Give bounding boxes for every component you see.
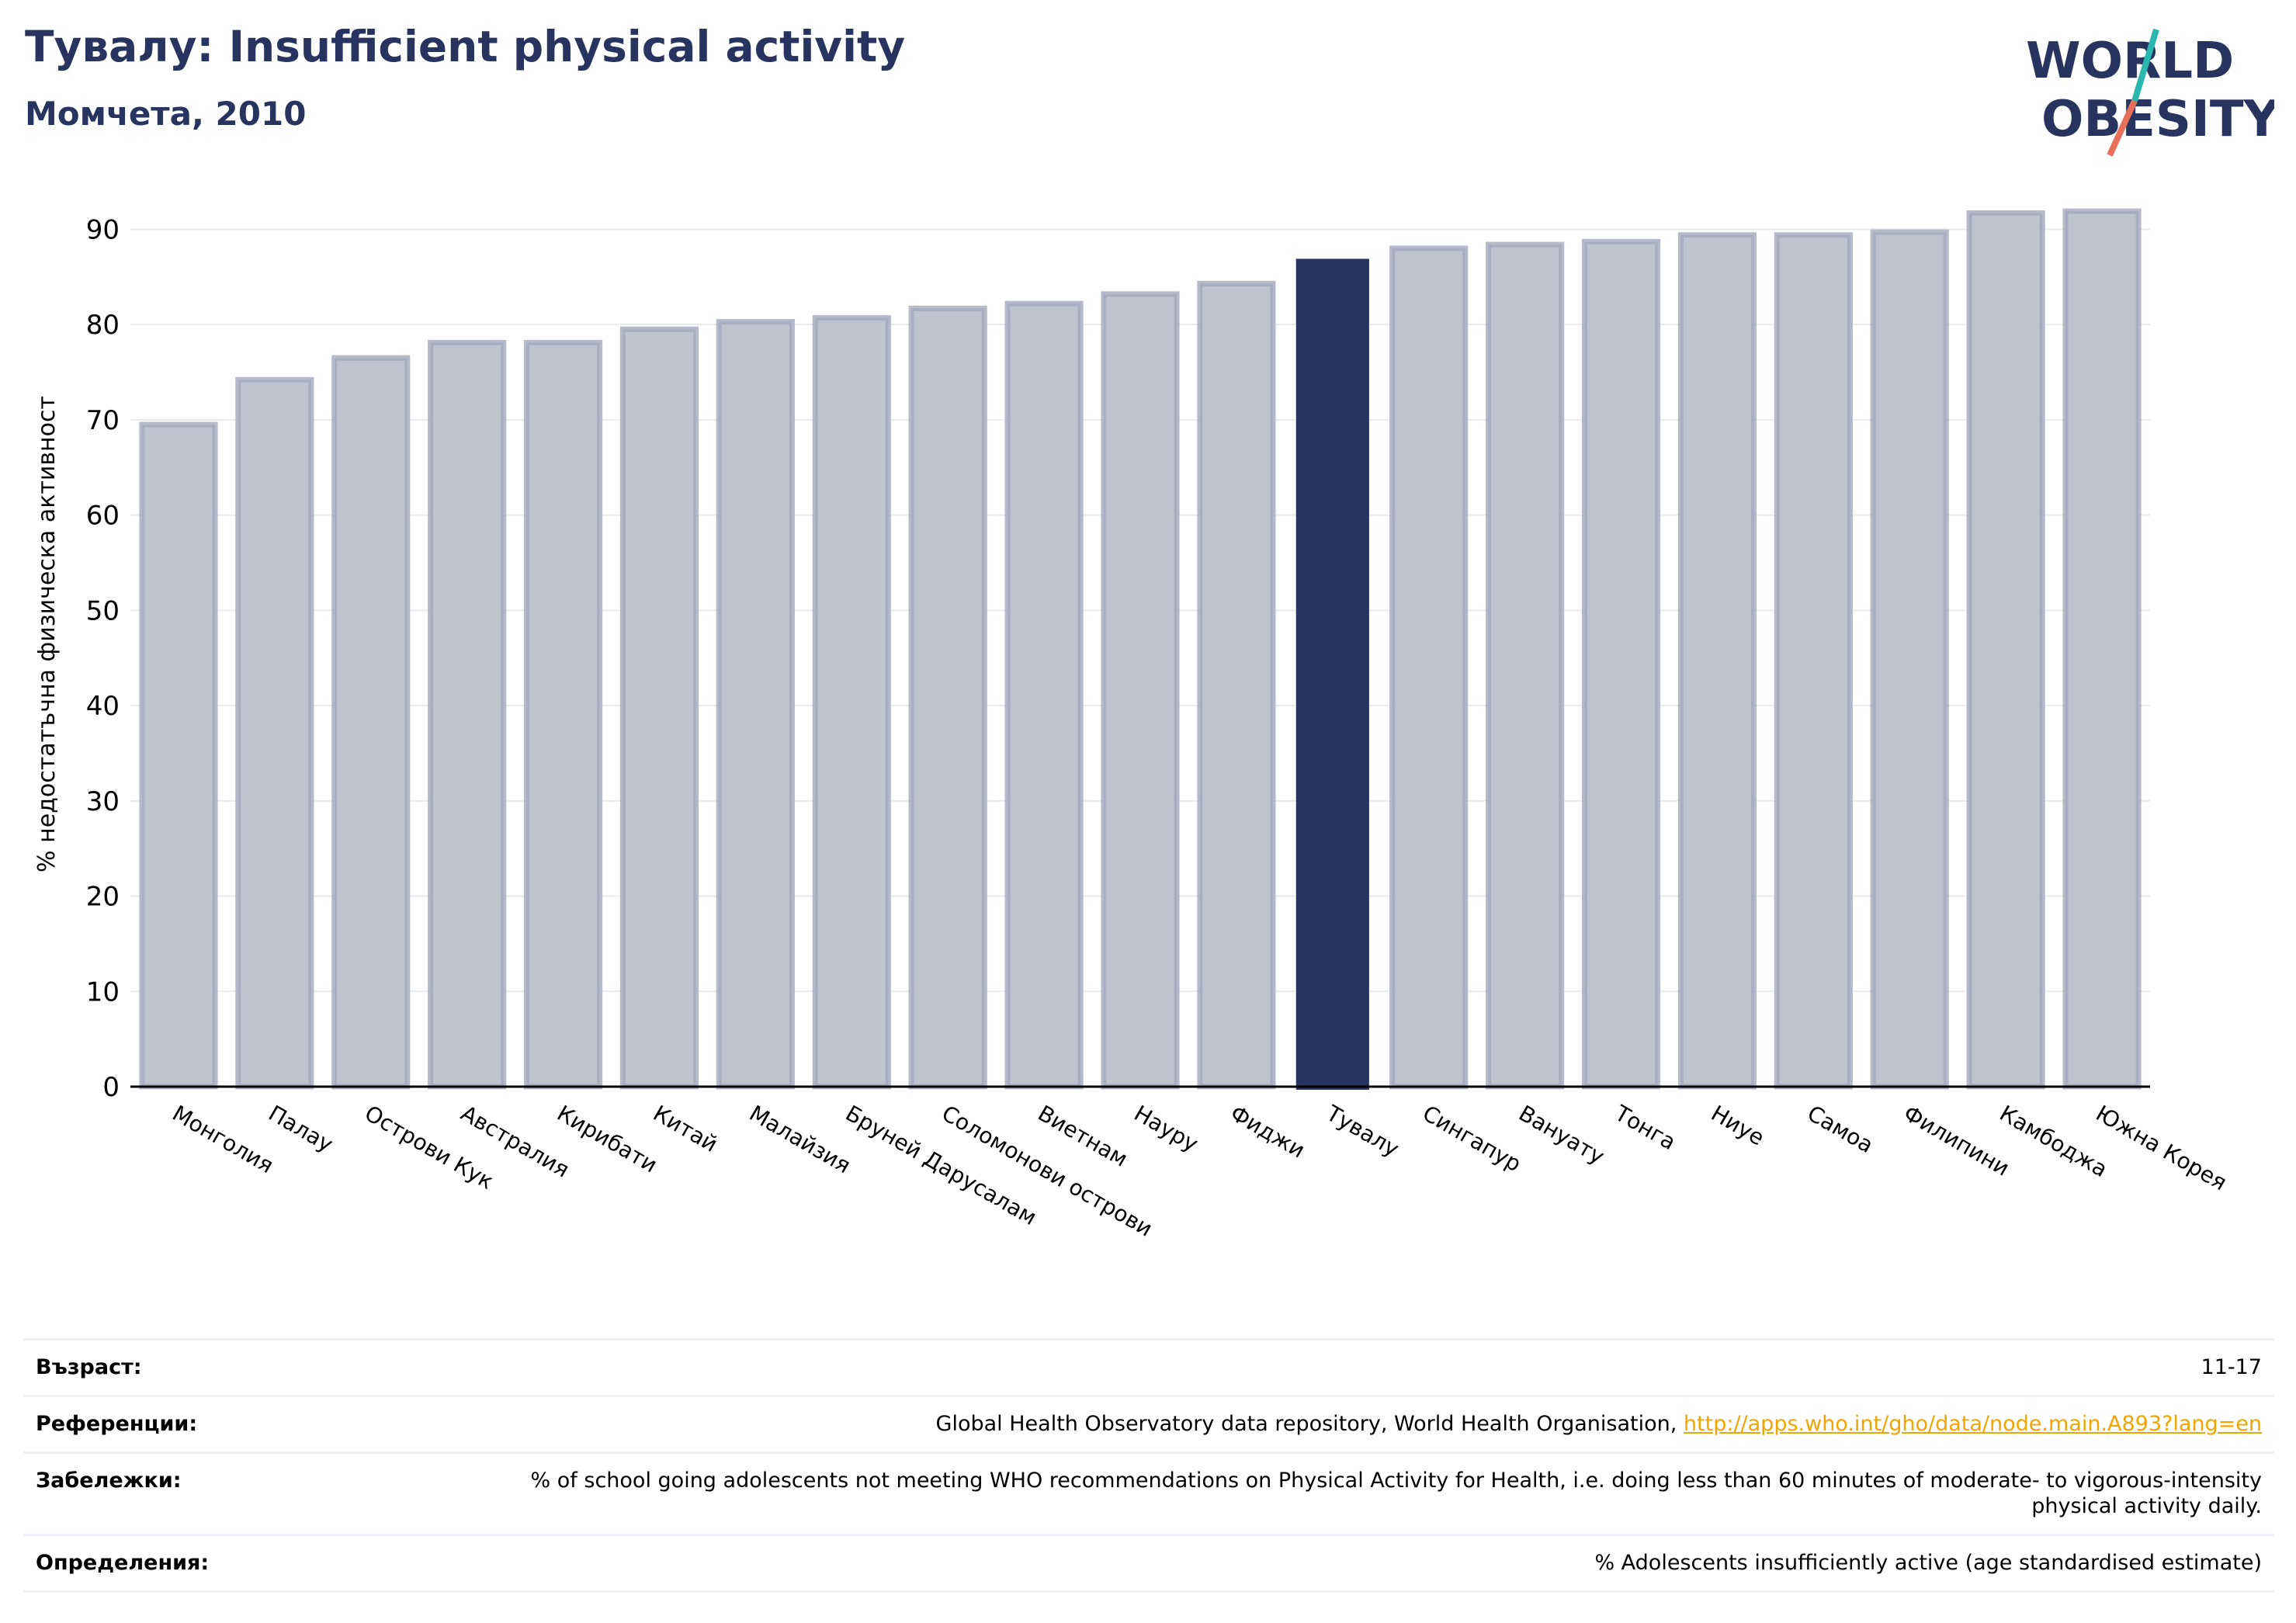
y-tick-label: 80 <box>86 310 120 341</box>
x-tick-label: Палау <box>264 1100 337 1157</box>
info-row-references: Референции: Global Health Observatory da… <box>23 1394 2274 1454</box>
bar <box>1004 300 1084 1090</box>
logo-slash-teal <box>2131 28 2159 102</box>
x-tick-label: Самоа <box>1803 1100 1878 1158</box>
info-value-references: Global Health Observatory data repositor… <box>514 1394 2274 1454</box>
bar <box>139 421 218 1090</box>
y-tick-label: 90 <box>86 214 120 245</box>
y-tick-label: 60 <box>86 501 120 532</box>
info-value-definitions: % Adolescents insufficiently active (age… <box>514 1534 2274 1593</box>
bar <box>428 339 507 1090</box>
x-tick-label: Камбоджа <box>1996 1100 2112 1182</box>
x-tick-label: Тонга <box>1610 1100 1680 1155</box>
x-tick-label: Вануату <box>1514 1100 1609 1169</box>
references-text: Global Health Observatory data repositor… <box>935 1411 1684 1436</box>
x-tick-label: Ниуе <box>1707 1100 1769 1150</box>
bar <box>2062 208 2142 1090</box>
info-label-definitions: Определения: <box>23 1534 514 1593</box>
y-axis-label: % недостатъчна физическа активност <box>33 396 61 872</box>
bar <box>1774 232 1853 1090</box>
bar <box>1870 229 1949 1090</box>
x-tick-label: Южна Корея <box>2092 1100 2232 1195</box>
info-value-notes: % of school going adolescents not meetin… <box>514 1451 2274 1536</box>
logo-slash-coral <box>2107 99 2138 157</box>
logo-word-world: WORLD <box>2026 33 2234 90</box>
bar <box>812 315 891 1090</box>
world-obesity-logo: WORLD OBESITY <box>2026 28 2274 157</box>
x-tick-label: Сингапур <box>1418 1100 1525 1177</box>
x-tick-label: Тувалу <box>1321 1100 1403 1162</box>
x-tick-label: Монголия <box>168 1100 278 1178</box>
bar <box>1389 245 1469 1090</box>
y-tick-label: 20 <box>86 882 120 913</box>
y-tick-label: 40 <box>86 691 120 722</box>
bar <box>331 355 411 1090</box>
y-tick-label: 50 <box>86 595 120 626</box>
bar <box>619 326 699 1090</box>
y-tick-label: 0 <box>102 1072 120 1103</box>
y-tick-label: 10 <box>86 976 120 1007</box>
x-tick-label: Филипини <box>1899 1100 2014 1181</box>
info-table: Възраст: 11-17 Референции: Global Health… <box>23 1338 2274 1593</box>
chart-title: Тувалу: Insufficient physical activity <box>25 22 906 71</box>
bar-highlight <box>1295 258 1369 1090</box>
bar <box>1677 232 1757 1090</box>
bar <box>1966 210 2045 1090</box>
bar <box>1101 291 1180 1090</box>
info-label-notes: Забележки: <box>23 1451 514 1536</box>
x-tick-label: Науру <box>1130 1100 1203 1157</box>
chart-subtitle: Момчета, 2010 <box>25 95 307 133</box>
info-label-age: Възраст: <box>23 1338 514 1397</box>
info-row-notes: Забележки: % of school going adolescents… <box>23 1451 2274 1536</box>
info-row-definitions: Определения: % Adolescents insufficientl… <box>23 1534 2274 1593</box>
bar <box>716 318 795 1090</box>
bar <box>1486 241 1565 1090</box>
bar <box>235 376 314 1090</box>
y-tick-label: 30 <box>86 786 120 817</box>
bar <box>1197 280 1276 1090</box>
x-tick-label: Фиджи <box>1226 1100 1309 1163</box>
info-label-references: Референции: <box>23 1394 514 1454</box>
y-tick-label: 70 <box>86 405 120 436</box>
info-value-age: 11-17 <box>514 1338 2274 1397</box>
logo-word-obesity: OBESITY <box>2041 91 2274 148</box>
bar <box>908 305 987 1090</box>
bar <box>1581 238 1661 1090</box>
x-tick-label: Китай <box>649 1100 722 1157</box>
bar <box>523 339 603 1090</box>
x-tick-label: Малайзия <box>745 1100 855 1178</box>
references-link[interactable]: http://apps.who.int/gho/data/node.main.A… <box>1683 1411 2262 1436</box>
info-row-age: Възраст: 11-17 <box>23 1338 2274 1397</box>
